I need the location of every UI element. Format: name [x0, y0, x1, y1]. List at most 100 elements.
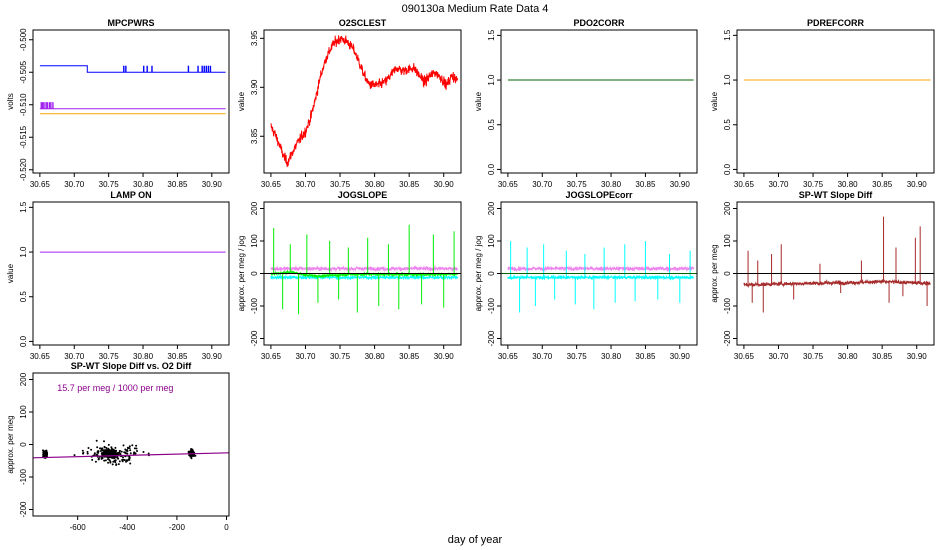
- scatter-point: [135, 444, 138, 447]
- scatter-point: [107, 443, 110, 446]
- scatter-point: [118, 449, 121, 452]
- x-tick-label: 0: [224, 523, 229, 532]
- scatter-point: [134, 452, 137, 455]
- y-axis-label: approx. per meg / jog: [474, 236, 483, 312]
- x-tick-label: 30.90: [202, 180, 223, 189]
- panel-pdrefcorr: PDREFCORR 30.65 30.70 30.75 30.80 30.85 30.90 0…: [710, 18, 935, 189]
- x-tick-label: 30.85: [399, 352, 420, 361]
- plot-area: [501, 241, 697, 313]
- x-tick-label: 30.85: [872, 352, 893, 361]
- y-axis-label: value: [710, 91, 719, 111]
- scatter-point: [122, 456, 124, 459]
- scatter-point: [132, 452, 135, 455]
- x-tick-label: 30.65: [734, 180, 755, 189]
- plot-area: [39, 65, 226, 115]
- y-tick-label: -200: [250, 330, 259, 347]
- x-tick-label: 30.90: [670, 352, 691, 361]
- scatter-point: [136, 450, 138, 452]
- y-tick-label: -200: [723, 330, 732, 347]
- x-tick-label: -400: [119, 523, 136, 532]
- series-violet: [507, 265, 695, 273]
- y-tick-label: 1.0: [723, 74, 732, 86]
- scatter-point: [125, 460, 127, 463]
- y-tick-label: 100: [487, 234, 496, 248]
- scatter-point: [113, 459, 116, 462]
- scatter-point: [118, 460, 121, 463]
- panel-title: PDO2CORR: [573, 18, 625, 28]
- plot-frame: [32, 201, 230, 346]
- x-tick-label: 30.80: [601, 180, 622, 189]
- y-tick-label: -100: [723, 297, 732, 314]
- x-tick-label: 30.90: [907, 352, 928, 361]
- scatter-point: [113, 456, 116, 459]
- y-tick-label: 0.0: [723, 163, 732, 175]
- y-axis-label: approx. per meg / jog: [237, 236, 246, 312]
- figure-title: 090130a Medium Rate Data 4: [402, 3, 549, 15]
- scatter-point: [99, 450, 102, 452]
- scatter-point: [101, 452, 104, 454]
- scatter-point: [45, 449, 48, 452]
- y-tick-label: 0: [723, 271, 732, 276]
- scatter-point: [101, 447, 104, 450]
- series-cyan: [270, 274, 458, 281]
- x-tick-label: 30.70: [64, 352, 85, 361]
- y-tick-label: -200: [487, 330, 496, 347]
- scatter-point: [43, 454, 46, 456]
- scatter-point: [188, 454, 191, 456]
- y-tick-label: 200: [19, 372, 28, 386]
- x-tick-label: 30.65: [30, 180, 51, 189]
- panel-title: PDREFCORR: [807, 18, 865, 28]
- scatter-point: [86, 450, 89, 453]
- plot-frame: [500, 29, 698, 174]
- scatter-point: [103, 453, 106, 455]
- x-tick-label: 30.70: [295, 352, 316, 361]
- x-tick-label: 30.80: [838, 180, 859, 189]
- plot-area: [264, 224, 461, 315]
- panel-lampon: LAMP ON 30.65 30.70 30.75 30.80 30.85 30.90 0.0…: [6, 190, 230, 361]
- y-tick-label: 0.0: [19, 335, 28, 347]
- x-tick-label: 30.80: [365, 352, 386, 361]
- scatter-point: [103, 459, 106, 462]
- scatter-point: [131, 444, 134, 447]
- scatter-point: [105, 447, 108, 449]
- y-tick-label: -0.505: [19, 60, 28, 83]
- scatter-point: [90, 448, 93, 451]
- scatter-point: [109, 451, 112, 454]
- scatter-point: [129, 449, 132, 452]
- y-tick-label: -0.520: [19, 158, 28, 181]
- fit-annotation: 15.7 per meg / 1000 per meg: [57, 383, 173, 393]
- scatter-point: [126, 450, 129, 452]
- panel-title: SP-WT Slope Diff vs. O2 Diff: [71, 361, 193, 371]
- scatter-point: [190, 448, 193, 450]
- scatter-point: [104, 459, 107, 462]
- scatter-point: [142, 451, 145, 453]
- x-tick-label: 30.65: [261, 352, 282, 361]
- scatter-point: [107, 458, 109, 461]
- y-tick-label: -100: [250, 297, 259, 314]
- x-tick-label: 30.75: [99, 352, 120, 361]
- y-tick-label: 1.5: [487, 29, 496, 41]
- panel-title: O2SCLEST: [339, 18, 387, 28]
- x-tick-label: 30.75: [803, 352, 824, 361]
- y-tick-label: 0.5: [19, 291, 28, 303]
- x-tick-label: 30.70: [532, 180, 553, 189]
- x-tick-label: 30.90: [434, 352, 455, 361]
- panel-jogslope: JOGSLOPE 30.65 30.70 30.75 30.80 30.85 30.90 -2…: [237, 190, 462, 361]
- x-tick-label: 30.65: [498, 180, 519, 189]
- scatter-point: [114, 450, 117, 453]
- x-tick-label: 30.85: [167, 352, 188, 361]
- x-tick-label: 30.70: [532, 352, 553, 361]
- y-axis-label: value: [474, 91, 483, 111]
- series-pwr1: [39, 65, 226, 73]
- x-tick-label: 30.85: [399, 180, 420, 189]
- x-tick-label: 30.90: [907, 180, 928, 189]
- x-tick-label: 30.75: [330, 352, 351, 361]
- x-tick-label: -200: [169, 523, 186, 532]
- series-diff: [743, 278, 931, 289]
- x-tick-label: 30.80: [365, 180, 386, 189]
- x-tick-label: 30.75: [567, 352, 588, 361]
- scatter-point: [116, 455, 119, 458]
- scatter-point: [103, 440, 105, 443]
- series-cyan: [507, 274, 695, 281]
- scatter-point: [126, 446, 129, 449]
